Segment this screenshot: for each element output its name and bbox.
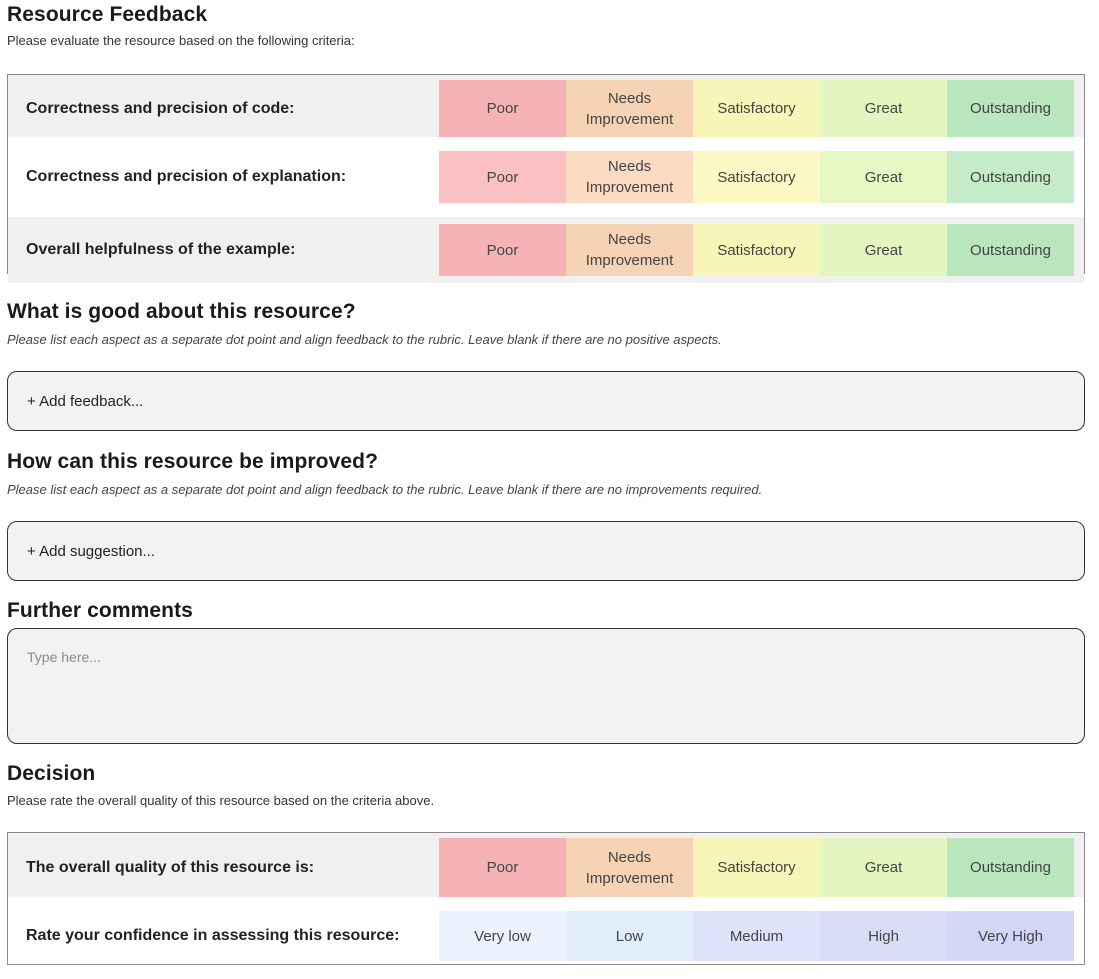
criterion-label: Correctness and precision of explanation… [26,168,347,185]
rating-option-satisfactory[interactable]: Satisfactory [693,838,820,897]
rating-option-needs-improvement[interactable]: Needs Improvement [566,838,693,897]
page-subtitle: Please evaluate the resource based on th… [7,33,355,48]
decision-subtitle: Please rate the overall quality of this … [7,793,435,808]
rating-option-great[interactable]: Great [820,151,947,203]
rating-option-poor[interactable]: Poor [439,224,566,276]
quality-row: The overall quality of this resource is:… [8,833,1084,897]
criterion-row: Correctness and precision of code: Poor … [8,75,1084,137]
confidence-row: Rate your confidence in assessing this r… [13,911,1079,961]
confidence-option-high[interactable]: High [820,911,947,961]
add-suggestion-label: + Add suggestion... [27,542,156,560]
comments-textarea[interactable]: Type here... [7,628,1085,744]
criteria-rubric: Correctness and precision of code: Poor … [7,74,1085,283]
comments-placeholder: Type here... [27,649,101,665]
rating-option-poor[interactable]: Poor [439,80,566,137]
header: Resource Feedback Please evaluate the re… [7,3,355,48]
quality-options: Poor Needs Improvement Satisfactory Grea… [439,838,1079,897]
rating-option-needs-improvement[interactable]: Needs Improvement [566,151,693,203]
rating-option-needs-improvement[interactable]: Needs Improvement [566,80,693,137]
confidence-option-very-high[interactable]: Very High [947,911,1074,961]
quality-label: The overall quality of this resource is: [26,858,315,876]
rating-option-needs-improvement[interactable]: Needs Improvement [566,224,693,276]
criterion-label: Correctness and precision of code: [26,99,295,117]
confidence-option-medium[interactable]: Medium [693,911,820,961]
rating-options: Poor Needs Improvement Satisfactory Grea… [439,224,1079,276]
rating-option-satisfactory[interactable]: Satisfactory [693,224,820,276]
rating-option-outstanding[interactable]: Outstanding [947,80,1074,137]
rating-option-poor[interactable]: Poor [439,838,566,897]
rating-option-outstanding[interactable]: Outstanding [947,224,1074,276]
decision-title: Decision [7,762,96,785]
add-suggestion-button[interactable]: + Add suggestion... [7,521,1085,581]
criterion-label: Overall helpfulness of the example: [26,241,296,258]
rating-option-satisfactory[interactable]: Satisfactory [693,80,820,137]
confidence-option-very-low[interactable]: Very low [439,911,566,961]
confidence-label: Rate your confidence in assessing this r… [26,927,400,944]
good-title: What is good about this resource? [7,300,356,323]
rating-option-great[interactable]: Great [820,838,947,897]
confidence-option-low[interactable]: Low [566,911,693,961]
rating-option-satisfactory[interactable]: Satisfactory [693,151,820,203]
rating-option-poor[interactable]: Poor [439,151,566,203]
rating-options: Poor Needs Improvement Satisfactory Grea… [439,151,1079,203]
decision-section: Decision Please rate the overall quality… [7,762,434,808]
good-section: What is good about this resource? Please… [7,300,722,347]
improve-section: How can this resource be improved? Pleas… [7,450,762,497]
add-feedback-button[interactable]: + Add feedback... [7,371,1085,431]
good-instruction: Please list each aspect as a separate do… [7,332,722,347]
rating-option-great[interactable]: Great [820,224,947,276]
rating-option-outstanding[interactable]: Outstanding [947,838,1074,897]
improve-instruction: Please list each aspect as a separate do… [7,482,763,497]
add-feedback-label: + Add feedback... [27,392,144,410]
rating-option-outstanding[interactable]: Outstanding [947,151,1074,203]
confidence-options: Very low Low Medium High Very High [439,911,1079,961]
page-title: Resource Feedback [7,3,208,26]
improve-title: How can this resource be improved? [7,450,378,473]
rating-options: Poor Needs Improvement Satisfactory Grea… [439,80,1079,137]
comments-title: Further comments [7,599,193,622]
decision-rubric: The overall quality of this resource is:… [7,832,1085,965]
criterion-row: Correctness and precision of explanation… [13,151,1079,203]
criterion-row: Overall helpfulness of the example: Poor… [8,217,1084,283]
comments-section: Further comments [7,599,193,623]
rating-option-great[interactable]: Great [820,80,947,137]
